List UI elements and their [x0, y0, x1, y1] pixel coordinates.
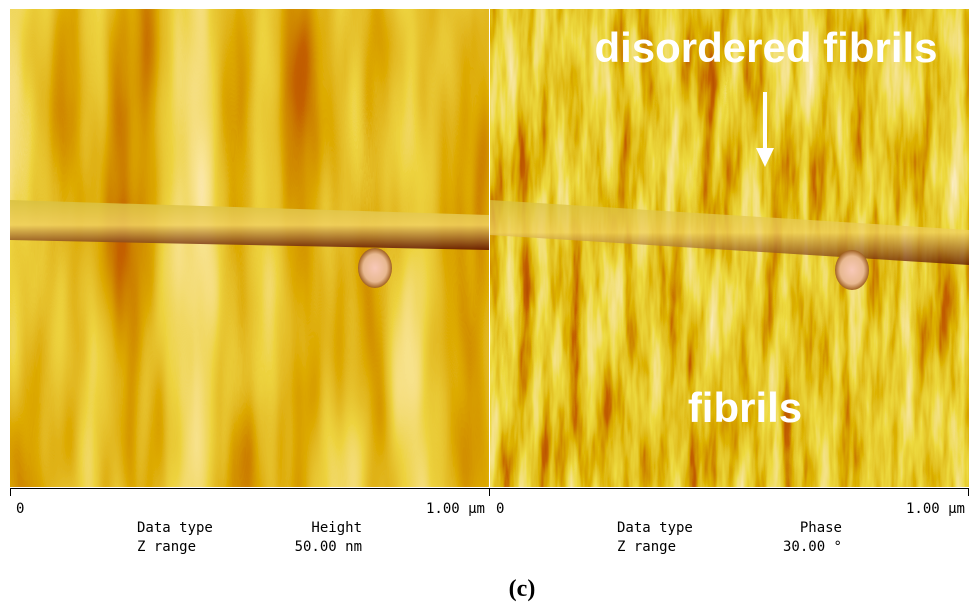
data-type: Phase — [800, 520, 842, 536]
scale-end: 1.00 µm — [906, 501, 965, 517]
scale-axis — [10, 488, 969, 496]
z-range: 30.00 ° — [783, 539, 842, 555]
panel-info: 0 1.00 µm Data type Height Z range 50.00… — [16, 501, 965, 555]
scale-start: 0 — [496, 501, 504, 517]
height-image — [10, 9, 489, 487]
scale-end: 1.00 µm — [426, 501, 485, 517]
scale-start: 0 — [16, 501, 24, 517]
data-type-label: Data type — [137, 520, 213, 536]
figure: disordered fibrils fibrils 0 1.00 µm Dat… — [0, 0, 973, 608]
data-type: Height — [311, 520, 362, 536]
z-range-label: Z range — [137, 539, 196, 555]
annotation: disordered fibrils — [594, 24, 937, 71]
particle — [358, 248, 392, 288]
z-range: 50.00 nm — [295, 539, 362, 555]
caption: (c) — [509, 576, 536, 602]
particle — [835, 250, 869, 290]
phase-image: disordered fibrils fibrils — [490, 9, 969, 487]
annotation: fibrils — [688, 384, 802, 431]
data-type-label: Data type — [617, 520, 693, 536]
z-range-label: Z range — [617, 539, 676, 555]
